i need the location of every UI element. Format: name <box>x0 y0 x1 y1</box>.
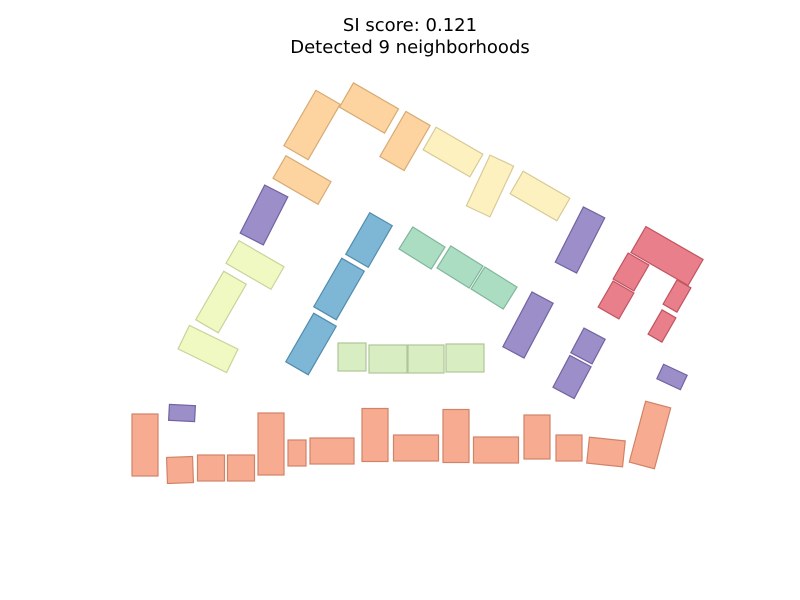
building-n9-4 <box>662 279 692 313</box>
building-n1-9 <box>392 434 440 462</box>
building-n1-14 <box>586 436 626 468</box>
title-si-score: SI score: 0.121 <box>343 15 477 36</box>
building-n3-3 <box>379 110 431 172</box>
building-n1-1 <box>131 413 159 477</box>
building-n6-4 <box>445 343 485 373</box>
building-n9-3 <box>597 280 635 320</box>
building-n6-3 <box>407 344 445 374</box>
building-n6-1 <box>337 342 367 372</box>
building-n1-2 <box>165 455 195 485</box>
building-n1-13 <box>555 434 583 462</box>
building-n8-3 <box>284 312 338 376</box>
building-n4-2 <box>465 154 515 218</box>
building-n3-2 <box>338 82 400 134</box>
building-n6-2 <box>368 344 408 374</box>
building-n1-3 <box>196 454 226 482</box>
building-n9-2 <box>612 252 650 292</box>
building-n2-7 <box>656 363 688 391</box>
building-n1-11 <box>472 436 520 464</box>
building-n2-5 <box>570 327 606 365</box>
building-n7-2 <box>436 245 484 289</box>
building-n9-5 <box>647 309 677 343</box>
building-n3-4 <box>272 154 332 206</box>
building-n7-3 <box>470 266 518 310</box>
building-n4-1 <box>422 126 484 178</box>
building-n1-7 <box>309 437 355 465</box>
building-n4-3 <box>509 170 571 222</box>
building-n1-12 <box>523 414 551 460</box>
building-n8-2 <box>312 257 366 321</box>
building-n5-2 <box>194 270 248 334</box>
buildings-layer <box>131 82 704 485</box>
building-n1-10 <box>442 408 470 464</box>
building-n1-4 <box>226 454 256 482</box>
building-n1-8 <box>361 407 389 463</box>
building-n3-1 <box>283 89 341 161</box>
building-n5-3 <box>177 324 239 374</box>
building-n2-2 <box>239 184 289 246</box>
title-neighborhood-count: Detected 9 neighborhoods <box>290 37 530 58</box>
building-n8-1 <box>344 211 394 269</box>
building-n1-6 <box>287 439 307 467</box>
building-n2-1 <box>167 403 197 423</box>
building-n9-1 <box>630 225 704 287</box>
building-n1-5 <box>257 412 285 476</box>
building-n1-15 <box>628 400 672 470</box>
building-n2-6 <box>552 354 592 400</box>
building-n2-4 <box>502 291 554 359</box>
building-n5-1 <box>225 239 285 291</box>
building-n7-1 <box>398 226 446 270</box>
building-n2-3 <box>554 206 606 274</box>
